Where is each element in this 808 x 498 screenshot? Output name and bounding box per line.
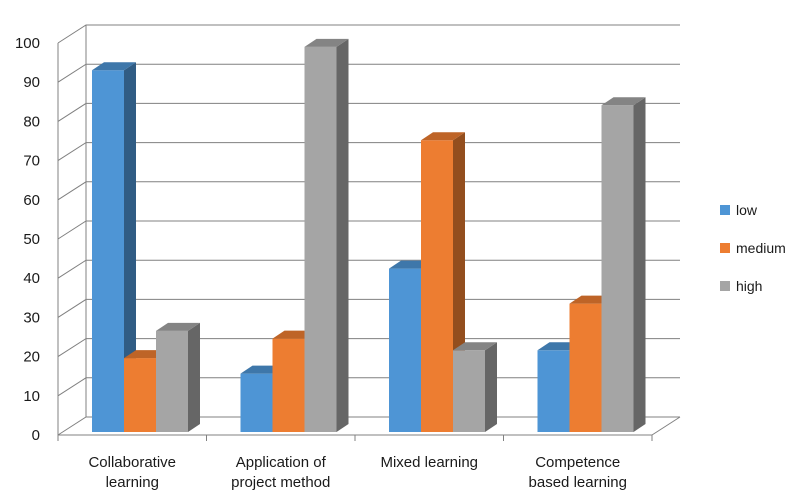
y-tick-label: 80 xyxy=(23,113,40,130)
x-axis-depth xyxy=(651,416,681,436)
bar-side xyxy=(124,62,136,432)
gridline-50 xyxy=(57,220,680,240)
gridline-70 xyxy=(57,142,680,162)
bar-top xyxy=(453,342,497,351)
x-axis xyxy=(57,416,681,441)
bar-high-0 xyxy=(156,322,200,432)
gridlines xyxy=(57,24,680,436)
legend-item-high: high xyxy=(720,276,804,296)
bar-top xyxy=(304,38,349,47)
bar-front xyxy=(272,338,305,432)
y-tick-label: 0 xyxy=(32,427,40,444)
bar-top xyxy=(421,132,465,141)
legend-item-medium: medium xyxy=(720,238,804,258)
y-tick-label: 20 xyxy=(23,349,40,366)
x-tick-label: Application of project method xyxy=(231,454,330,491)
bar-front xyxy=(421,140,453,432)
bar-front xyxy=(124,358,156,432)
bar-front xyxy=(240,373,273,432)
legend-swatch-high xyxy=(720,281,730,291)
bar-side xyxy=(633,97,646,433)
y-tick-label: 30 xyxy=(23,309,40,326)
bar-front xyxy=(156,330,188,432)
gridline-100 xyxy=(57,24,680,44)
bar-front xyxy=(304,46,337,432)
legend-swatch-medium xyxy=(720,243,730,253)
gridline-80 xyxy=(57,102,680,122)
bar-top xyxy=(92,62,136,71)
y-tick-label: 100 xyxy=(15,35,40,52)
bar-front xyxy=(601,105,634,433)
bar-high-1 xyxy=(304,38,349,432)
y-tick-label: 10 xyxy=(23,388,40,405)
x-tick-label: Competence based learning xyxy=(529,454,627,491)
bar-side xyxy=(485,342,497,432)
y-tick-label: 70 xyxy=(23,153,40,170)
legend-label-low: low xyxy=(736,202,758,218)
y-tick-label: 60 xyxy=(23,192,40,209)
bar-top xyxy=(601,97,646,106)
legend-swatch-low xyxy=(720,205,730,215)
y-tick-label: 40 xyxy=(23,270,40,287)
gridline-60 xyxy=(57,181,680,201)
bar-front xyxy=(92,70,124,432)
y-tick-label: 50 xyxy=(23,231,40,248)
bar-front xyxy=(537,350,570,432)
bar-side xyxy=(188,322,200,432)
legend-label-medium: medium xyxy=(736,240,786,256)
legend-item-low: low xyxy=(720,200,804,220)
x-tick-label: Mixed learning xyxy=(380,454,478,471)
y-tick-label: 90 xyxy=(23,74,40,91)
bar-front xyxy=(453,350,485,432)
bar-low-0 xyxy=(92,62,136,432)
bar-side xyxy=(336,38,349,432)
bar-high-2 xyxy=(453,342,497,432)
y-axis-tick-labels: 0 10 20 30 40 50 60 70 80 90 100 xyxy=(15,35,40,444)
gridline-90 xyxy=(57,63,680,83)
bar-top xyxy=(156,322,200,331)
x-tick-label: Collaborative learning xyxy=(88,454,176,491)
x-axis-tick-labels: Collaborative learning Application of proje… xyxy=(88,454,626,491)
bars xyxy=(92,38,646,433)
bar-high-3 xyxy=(601,97,646,433)
bar-front xyxy=(569,303,602,432)
legend: low medium high xyxy=(720,200,804,314)
bar-front xyxy=(389,268,421,432)
legend-label-high: high xyxy=(736,278,763,294)
gridline-40 xyxy=(57,259,680,279)
